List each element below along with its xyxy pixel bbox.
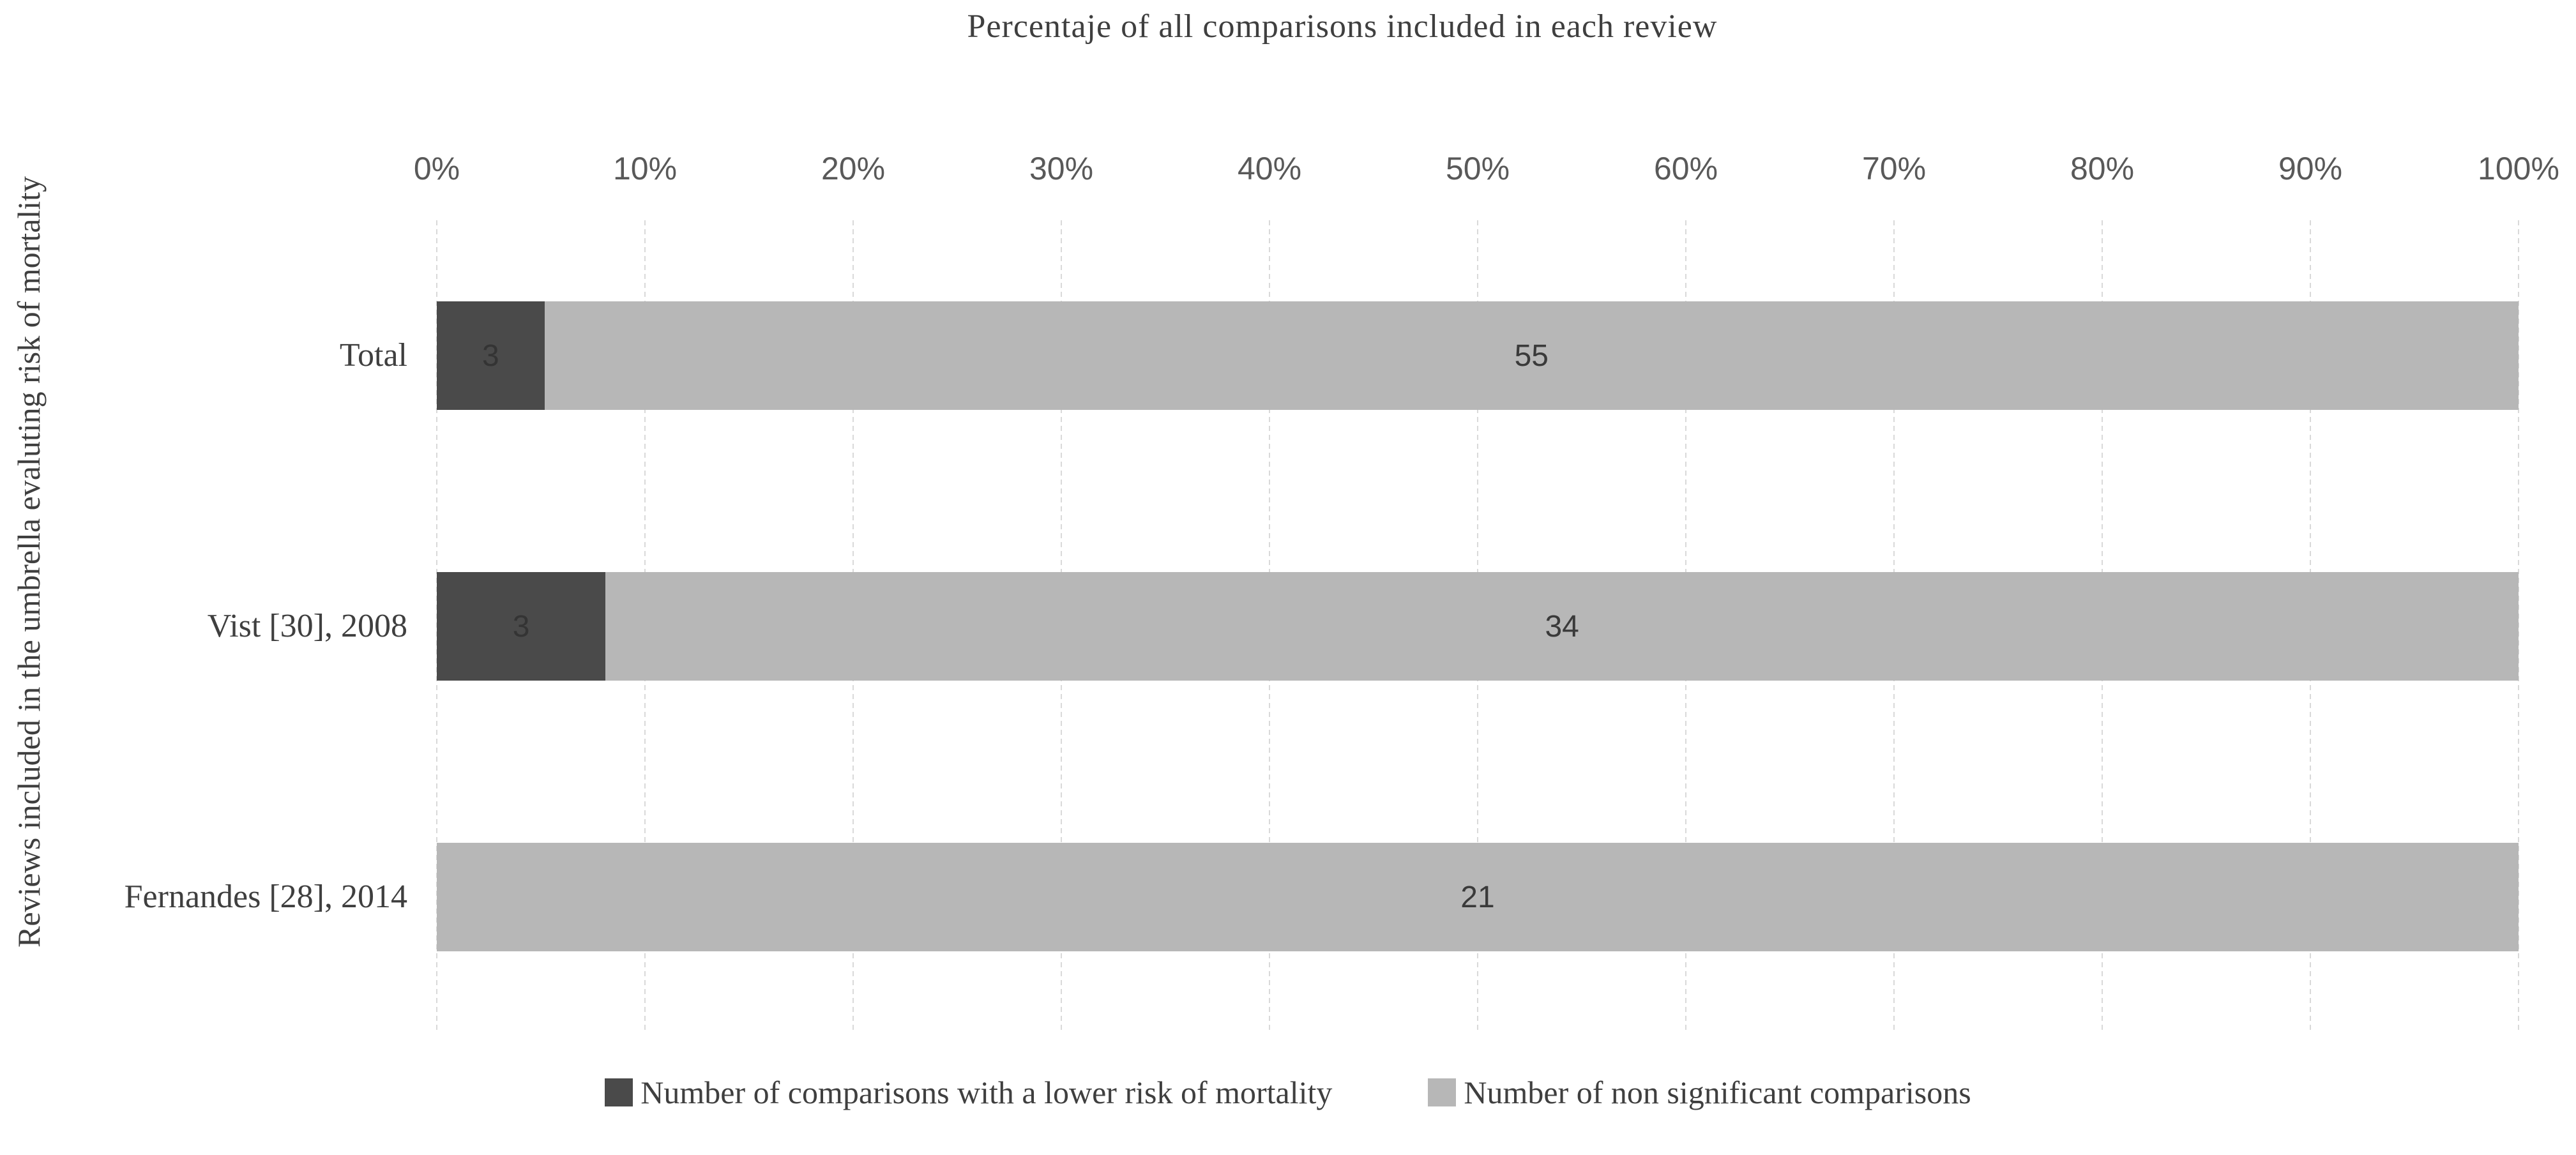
category-label: Vist [30], 2008 [207, 608, 407, 644]
gridline-100% [2518, 220, 2519, 1032]
bar-value-label: 55 [1514, 338, 1549, 373]
legend-swatch-icon [1428, 1078, 1457, 1106]
bar-row: 21 [437, 843, 2519, 951]
bar-row: 3 34 [437, 572, 2519, 681]
x-tick-label-60%: 60% [1653, 151, 1718, 186]
x-tick-label-0%: 0% [413, 151, 460, 186]
category-label: Total [339, 337, 407, 374]
chart-title: Percentaje of all comparisons included i… [967, 8, 1718, 45]
x-tick-label-40%: 40% [1237, 151, 1302, 186]
bar-row: 3 55 [437, 301, 2519, 410]
legend-swatch-icon [605, 1078, 633, 1106]
bar-segment-series-1: 3 [437, 301, 545, 410]
x-tick-label-30%: 30% [1029, 151, 1094, 186]
legend-label: Number of non significant comparisons [1464, 1075, 1971, 1110]
x-tick-label-90%: 90% [2278, 151, 2343, 186]
bar-segment-series-2: 34 [605, 572, 2519, 681]
legend: Number of comparisons with a lower risk … [0, 1074, 2576, 1111]
bar-segment-series-2: 21 [437, 843, 2519, 951]
x-tick-label-50%: 50% [1445, 151, 1510, 186]
x-tick-label-20%: 20% [821, 151, 886, 186]
bar-segment-series-2: 55 [544, 301, 2519, 410]
bar-value-label: 34 [1545, 609, 1579, 644]
legend-label: Number of comparisons with a lower risk … [640, 1075, 1333, 1110]
legend-item-series-2: Number of non significant comparisons [1428, 1074, 1971, 1111]
x-tick-label-10%: 10% [612, 151, 678, 186]
bar-value-label: 21 [1460, 880, 1495, 914]
bar-segment-series-1: 3 [437, 572, 606, 681]
category-label: Fernandes [28], 2014 [124, 879, 407, 915]
x-tick-label-100%: 100% [2478, 151, 2559, 186]
bar-value-label: 3 [481, 338, 499, 373]
legend-item-series-1: Number of comparisons with a lower risk … [605, 1074, 1332, 1111]
x-tick-label-70%: 70% [1861, 151, 1927, 186]
x-tick-label-80%: 80% [2070, 151, 2135, 186]
bar-value-label: 3 [512, 609, 530, 644]
